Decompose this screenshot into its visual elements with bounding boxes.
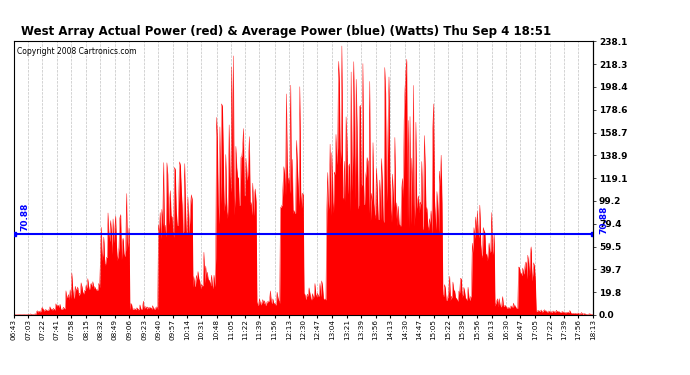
- Text: 70.88: 70.88: [599, 205, 608, 234]
- Text: Copyright 2008 Cartronics.com: Copyright 2008 Cartronics.com: [17, 47, 136, 56]
- Text: 70.88: 70.88: [21, 203, 30, 231]
- Text: West Array Actual Power (red) & Average Power (blue) (Watts) Thu Sep 4 18:51: West Array Actual Power (red) & Average …: [21, 24, 551, 38]
